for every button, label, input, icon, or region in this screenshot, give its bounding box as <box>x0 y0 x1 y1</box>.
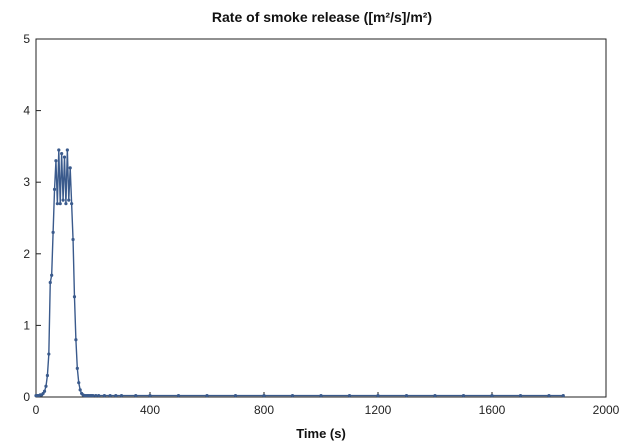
chart-title: Rate of smoke release ([m²/s]/m²) <box>212 9 432 25</box>
data-point <box>119 393 124 398</box>
data-point <box>134 393 138 398</box>
y-axis-ticks: 0 1 2 3 4 5 <box>23 32 41 404</box>
data-point <box>55 202 59 206</box>
data-point <box>94 393 98 398</box>
data-point <box>57 148 61 152</box>
data-point <box>290 393 295 398</box>
data-point <box>60 151 64 156</box>
data-point <box>176 393 181 398</box>
data-point <box>490 393 494 398</box>
x-axis-ticks: 0 400 800 1200 1600 2000 <box>33 392 620 417</box>
data-point <box>70 202 74 206</box>
data-point <box>404 393 409 398</box>
plot-frame <box>35 38 607 398</box>
data-point <box>319 393 323 398</box>
data-point <box>58 202 62 206</box>
data-point <box>48 280 52 285</box>
data-point <box>97 393 101 398</box>
data-point <box>52 187 57 191</box>
x-tick-label: 2000 <box>593 403 620 417</box>
data-point <box>347 393 352 398</box>
x-tick-label: 1600 <box>479 403 506 417</box>
data-point <box>45 373 50 378</box>
data-point <box>65 148 69 152</box>
series-layer <box>34 148 565 398</box>
data-point <box>233 393 238 398</box>
data-point <box>77 381 81 385</box>
y-tick-label: 1 <box>23 318 30 332</box>
data-point <box>262 393 266 398</box>
data-point <box>64 202 68 206</box>
data-point <box>74 338 78 342</box>
y-tick-label: 2 <box>23 247 30 261</box>
data-point <box>148 393 152 398</box>
data-point <box>68 166 72 170</box>
data-point <box>102 393 106 398</box>
x-tick-label: 0 <box>33 403 40 417</box>
data-point <box>72 295 77 299</box>
data-point <box>54 159 58 163</box>
data-point <box>44 384 48 388</box>
data-point <box>71 237 75 242</box>
data-point <box>67 198 71 202</box>
y-tick-label: 0 <box>23 390 30 404</box>
data-point <box>433 393 437 398</box>
x-tick-label: 400 <box>140 403 160 417</box>
data-point <box>91 393 95 398</box>
data-point <box>461 393 466 398</box>
y-tick-label: 4 <box>23 104 30 118</box>
data-point <box>518 393 523 398</box>
y-tick-label: 5 <box>23 32 30 46</box>
data-point <box>62 155 67 159</box>
data-point <box>205 393 209 398</box>
x-tick-label: 800 <box>254 403 274 417</box>
data-point <box>51 230 55 234</box>
data-point <box>78 388 82 392</box>
data-point <box>108 393 112 398</box>
x-axis-label: Time (s) <box>296 426 346 441</box>
x-tick-label: 1200 <box>365 403 392 417</box>
data-point <box>50 273 54 277</box>
data-point <box>47 352 51 356</box>
data-point <box>376 393 380 398</box>
data-point <box>75 366 79 370</box>
y-tick-label: 3 <box>23 175 30 189</box>
data-point <box>61 198 65 202</box>
data-point <box>547 393 551 398</box>
series-line <box>36 149 564 397</box>
data-point <box>114 393 118 398</box>
data-point <box>42 389 47 393</box>
data-point <box>561 393 565 398</box>
